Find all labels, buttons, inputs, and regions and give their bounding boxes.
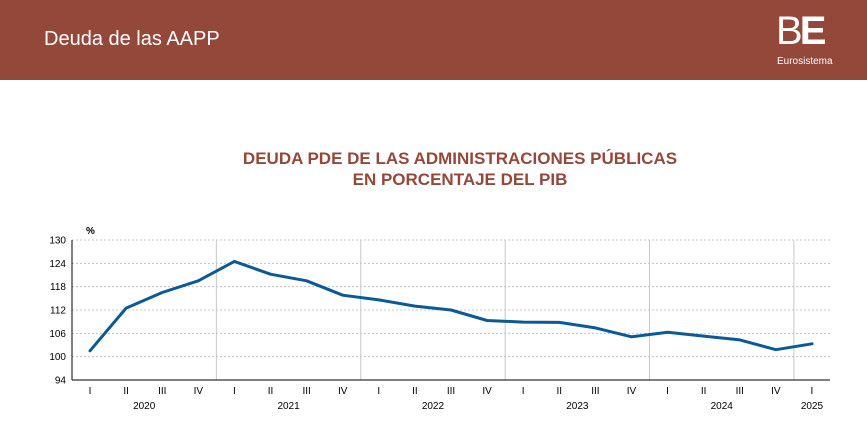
data-point [594,327,597,329]
x-tick-label: I [666,386,669,397]
chart-subtitle: EN PORCENTAJE DEL PIB [352,170,568,189]
x-tick-label: II [123,386,129,397]
data-point [233,260,236,263]
data-point [341,294,344,297]
data-point [125,307,127,309]
data-point [197,280,200,282]
x-tick-label: IV [194,386,204,397]
x-tick-label: I [811,386,814,397]
y-tick-label: 112 [50,306,66,317]
x-tick-label: I [233,386,236,397]
logo-subtitle: Eurosistema [777,56,833,67]
x-year-label: 2023 [566,401,589,412]
data-point [702,335,705,337]
x-tick-label: I [377,386,380,397]
chart-title: DEUDA PDE DE LAS ADMINISTRACIONES PÚBLIC… [0,148,867,190]
y-tick-label: 118 [50,282,66,293]
y-tick-label: 106 [49,329,66,340]
y-tick-label: 124 [49,259,66,270]
x-tick-label: I [522,386,525,397]
x-year-label: 2022 [422,401,445,412]
data-point [486,319,488,322]
data-point [378,299,380,301]
data-point [89,350,91,352]
x-tick-label: I [89,386,92,397]
data-point [522,321,524,323]
x-tick-label: II [557,386,563,397]
data-point [738,339,741,341]
data-point [305,280,308,282]
data-point [775,348,777,351]
x-tick-label: II [412,386,418,397]
banco-de-espana-logo[interactable]: BE Eurosistema [776,10,846,70]
x-tick-label: II [268,386,274,397]
x-year-label: 2021 [277,401,300,412]
header-bar: Deuda de las AAPP BE Eurosistema [0,0,867,80]
x-tick-label: IV [627,386,637,397]
x-year-label: 2025 [801,401,824,412]
page-title: Deuda de las AAPP [44,28,220,50]
x-year-label: 2020 [133,401,156,412]
y-axis-unit: % [86,226,95,237]
x-year-label: 2024 [711,401,734,412]
y-tick-label: 130 [49,236,66,247]
x-tick-label: III [158,386,166,397]
x-tick-label: III [447,386,455,397]
y-tick-label: 94 [55,376,67,387]
data-point [414,305,416,307]
series-line [88,259,814,353]
data-point [666,331,669,333]
x-tick-label: III [591,386,599,397]
x-tick-label: III [302,386,310,397]
data-point [450,309,452,311]
x-tick-label: IV [771,386,781,397]
data-point [811,343,813,345]
x-tick-label: IV [338,386,348,397]
data-point [630,336,633,338]
logo-mark: BE [776,9,826,53]
y-tick-label: 100 [49,352,66,363]
data-point [161,291,164,294]
data-point [269,273,272,276]
x-tick-label: IV [482,386,492,397]
x-tick-label: III [736,386,744,397]
data-point [558,321,561,324]
chart-title-line1: DEUDA PDE DE LAS ADMINISTRACIONES PÚBLIC… [242,149,678,168]
x-tick-label: II [701,386,707,397]
